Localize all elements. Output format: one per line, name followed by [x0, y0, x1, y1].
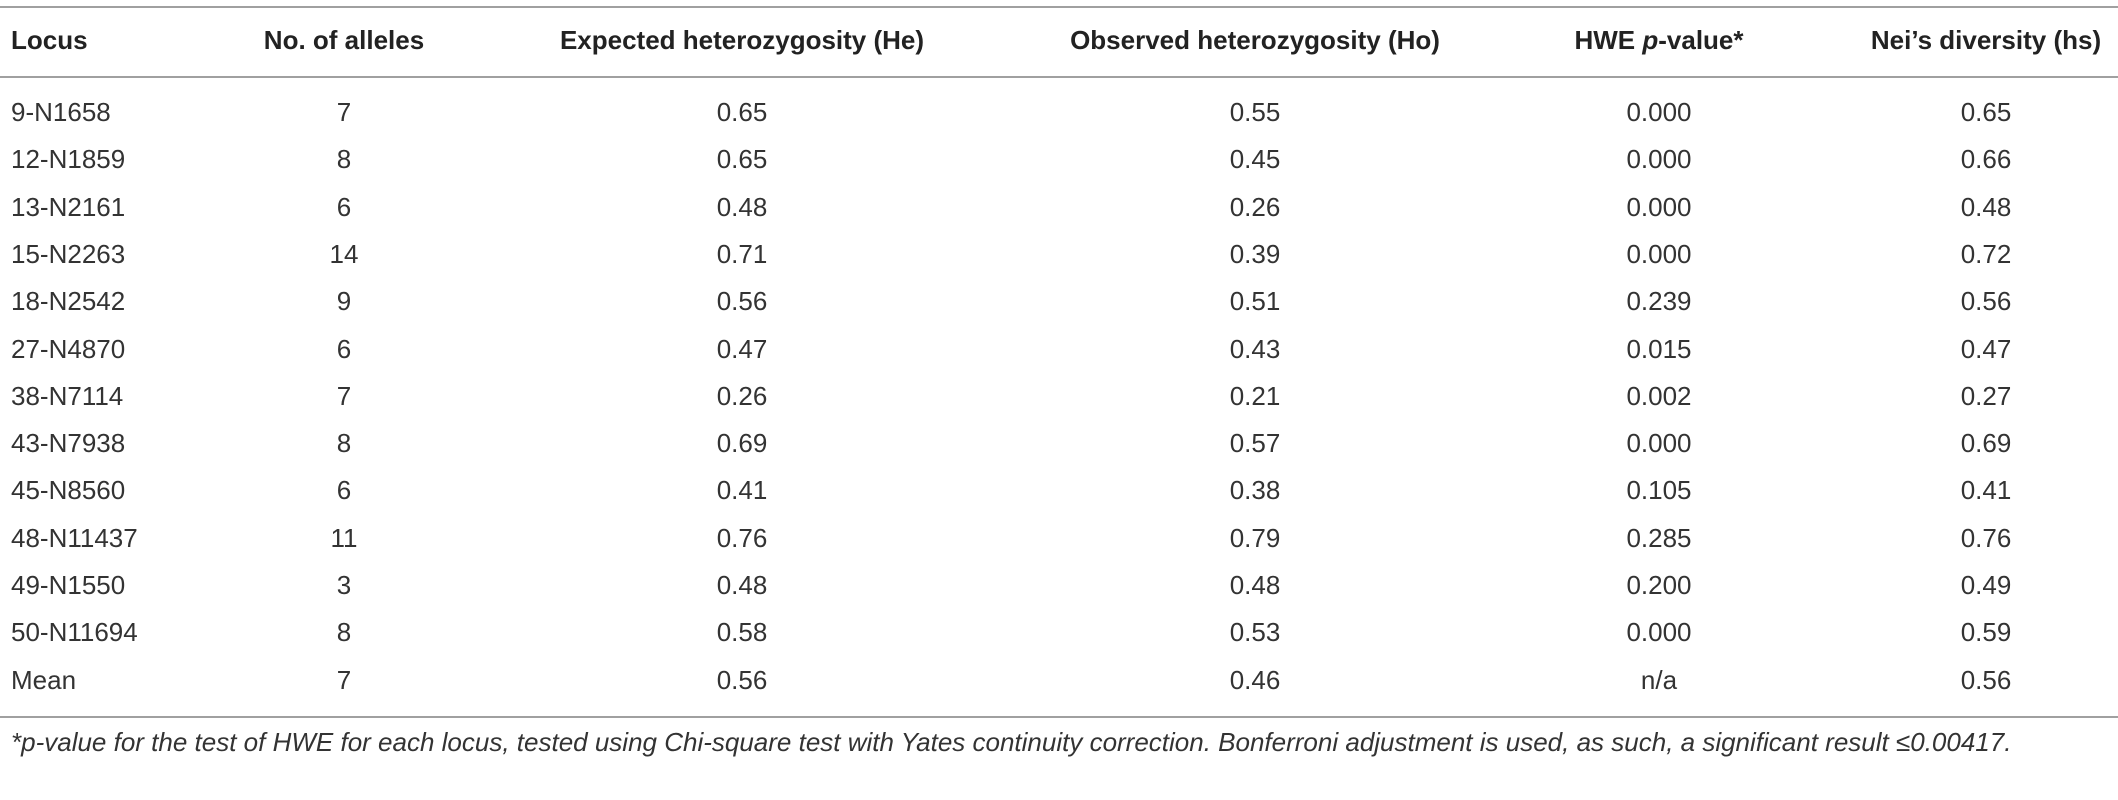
table-cell: 0.45 [1229, 144, 1281, 175]
table-cell: 0.21 [1229, 380, 1281, 411]
table-cell: 0.56 [1960, 664, 2012, 695]
table-cell: 0.69 [716, 428, 768, 459]
header-part: HWE [1574, 25, 1643, 55]
table-cell: 0.51 [1229, 286, 1281, 317]
table-cell: 11 [330, 522, 358, 553]
column-header: HWE p-value* [1359, 23, 1959, 57]
table-cell: 9 [336, 286, 352, 317]
table-cell: 0.48 [716, 570, 768, 600]
table-cell: 0.000 [1626, 428, 1692, 459]
table-cell: 8 [336, 617, 352, 648]
header-part: -value* [1658, 25, 1744, 55]
table-cell: 0.47 [716, 333, 768, 364]
table-cell: 0.79 [1229, 522, 1281, 553]
table-cell: 0.41 [716, 475, 768, 506]
table-cell: 0.43 [1229, 333, 1281, 364]
table-cell: 0.48 [1960, 191, 2012, 222]
table-cell: 0.000 [1626, 191, 1692, 222]
table-cell: 0.000 [1626, 238, 1692, 269]
header-part: p [1642, 25, 1659, 55]
row-label: 50-N11694 [11, 617, 138, 648]
table-cell: 0.200 [1626, 570, 1692, 600]
table-cell: 0.72 [1960, 238, 2012, 269]
row-label: 38-N7114 [11, 380, 124, 411]
table-cell: 0.65 [716, 97, 768, 127]
table-cell: 0.69 [1960, 428, 2012, 459]
column-header: Expected heterozygosity (He) [559, 25, 925, 55]
table-cell: 0.59 [1960, 617, 2012, 648]
table-cell: 0.000 [1626, 97, 1692, 127]
table-cell: 0.39 [1229, 238, 1281, 269]
table-cell: 0.002 [1626, 380, 1692, 411]
table-cell: 0.76 [1960, 522, 2012, 553]
table-cell: n/a [1640, 664, 1678, 695]
table-cell: 6 [336, 475, 352, 506]
table-cell: 8 [336, 144, 352, 175]
table-cell: 0.26 [716, 380, 768, 411]
row-label: 43-N7938 [11, 428, 126, 459]
row-label: 13-N2161 [11, 191, 126, 222]
table-cell: 0.56 [716, 286, 768, 317]
table-cell: 0.26 [1229, 191, 1281, 222]
table-cell: 0.46 [1229, 664, 1281, 695]
table-cell: 0.58 [716, 617, 768, 648]
row-label: 45-N8560 [11, 475, 126, 506]
table-cell: 0.71 [716, 238, 768, 269]
row-label: 15-N2263 [11, 238, 126, 269]
table-cell: 0.55 [1229, 97, 1281, 127]
table-cell: 0.000 [1626, 617, 1692, 648]
column-header: No. of alleles [263, 25, 425, 55]
column-header: Observed heterozygosity (Ho) [1070, 25, 1440, 55]
table-cell: 0.56 [1960, 286, 2012, 317]
table-cell: 0.27 [1960, 380, 2012, 411]
table-cell: 0.285 [1626, 522, 1692, 553]
table-cell: 6 [336, 333, 352, 364]
table-cell: 8 [336, 428, 352, 459]
table-cell: 0.76 [716, 522, 768, 553]
column-header: Nei’s diversity (hs) [1870, 25, 2102, 55]
table-cell: 0.48 [1229, 570, 1281, 600]
row-label: 18-N2542 [11, 286, 126, 317]
table-cell: 3 [336, 570, 352, 600]
table-cell: 0.105 [1626, 475, 1692, 506]
table-cell: 7 [336, 380, 352, 411]
table-cell: 0.015 [1626, 333, 1692, 364]
table-cell: 0.53 [1229, 617, 1281, 648]
table-cell: 0.65 [1960, 97, 2012, 127]
table-cell: 14 [329, 238, 359, 269]
table-cell: 7 [336, 97, 352, 127]
table-cell: 0.41 [1960, 475, 2012, 506]
bottom-rule [0, 716, 2118, 718]
table-cell: 0.49 [1960, 570, 2012, 600]
row-label: 27-N4870 [11, 333, 126, 364]
table-cell: 6 [336, 191, 352, 222]
header-rule [0, 76, 2118, 78]
top-rule [0, 6, 2118, 8]
row-label: 12-N1859 [11, 144, 126, 175]
table-cell: 0.66 [1960, 144, 2012, 175]
table-cell: 0.56 [716, 664, 768, 695]
row-label: 48-N11437 [11, 522, 138, 553]
table-cell: 0.239 [1626, 286, 1692, 317]
table-cell: 0.000 [1626, 144, 1692, 175]
table-cell: 0.38 [1229, 475, 1281, 506]
row-label: Mean [11, 664, 77, 695]
row-label: 49-N1550 [11, 570, 126, 600]
row-label: 9-N1658 [11, 97, 111, 127]
table-cell: 0.65 [716, 144, 768, 175]
table-cell: 0.57 [1229, 428, 1281, 459]
table-cell: 0.48 [716, 191, 768, 222]
table-cell: 0.47 [1960, 333, 2012, 364]
footnote: *p-value for the test of HWE for each lo… [11, 727, 2012, 757]
table-cell: 7 [336, 664, 352, 695]
column-header: Locus [11, 25, 88, 55]
